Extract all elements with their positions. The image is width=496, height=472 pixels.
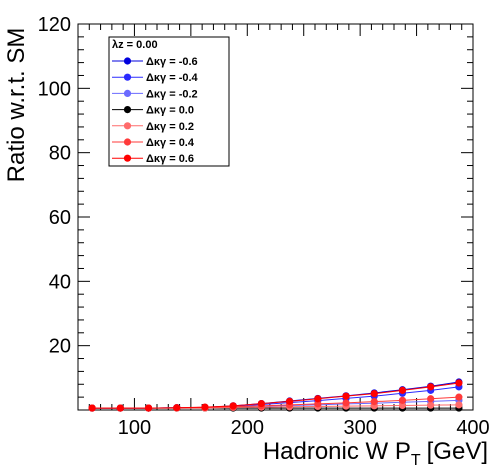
legend-label: Δκγ = 0.2: [146, 121, 194, 133]
data-point: [455, 379, 463, 387]
data-point: [398, 401, 407, 410]
data-point: [88, 404, 96, 412]
legend-marker: [123, 122, 132, 130]
x-tick-label: 300: [343, 417, 376, 439]
series-line: [92, 382, 459, 409]
legend-marker: [123, 154, 132, 162]
legend-marker: [123, 89, 132, 97]
data-point: [398, 396, 407, 404]
y-tick-label: 100: [38, 78, 71, 100]
legend-entry: Δκγ = 0.0: [112, 105, 194, 117]
legend-entry: Δκγ = -0.6: [112, 56, 198, 68]
series-6: [88, 379, 463, 412]
legend-entry: Δκγ = -0.2: [112, 88, 198, 100]
legend-label: Δκγ = 0.0: [146, 105, 194, 117]
data-point: [342, 392, 350, 400]
data-point: [370, 389, 378, 398]
x-axis-title: Hadronic W PT [GeV]: [263, 438, 488, 469]
legend-entries: Δκγ = -0.6 Δκγ = -0.4 Δκγ = -0.2 Δκγ = 0.0 Δ…: [112, 56, 199, 165]
data-point: [314, 400, 322, 408]
data-point: [370, 398, 378, 406]
legend-header: λz = 0.00: [112, 39, 158, 51]
legend: λz = 0.00 Δκγ = -0.6 Δκγ = -0.4 Δκγ = -0.2…: [108, 36, 230, 167]
data-point: [144, 404, 153, 412]
data-point: [229, 402, 237, 410]
legend-marker: [123, 138, 132, 146]
legend-entry: Δκγ = 0.4: [112, 137, 195, 149]
legend-entry: Δκγ = 0.6: [112, 153, 194, 165]
legend-label: Δκγ = -0.6: [146, 56, 198, 68]
legend-entry: Δκγ = 0.2: [112, 121, 194, 133]
x-tick-label: 400: [456, 417, 489, 439]
legend-label: Δκγ = 0.6: [146, 153, 194, 165]
x-tick-label: 200: [231, 417, 264, 439]
legend-marker: [123, 73, 132, 81]
data-point: [398, 386, 407, 394]
data-point: [427, 401, 435, 409]
y-tick-label: 60: [49, 207, 71, 229]
data-point: [455, 393, 463, 401]
data-point: [173, 404, 181, 412]
legend-label: Δκγ = -0.4: [146, 72, 199, 84]
y-axis-title: Ratio w.r.t. SM: [3, 28, 30, 183]
data-point: [342, 399, 350, 407]
y-tick-label: 80: [49, 143, 71, 165]
axis-ticks: 20 40 60 80 100 120 100 200 300 400: [38, 14, 490, 439]
legend-marker: [123, 106, 132, 114]
x-axis-title-main: Hadronic W P: [263, 438, 411, 465]
data-point: [116, 404, 124, 412]
legend-entry: Δκγ = -0.4: [112, 72, 199, 84]
data-point: [427, 395, 435, 403]
legend-marker: [123, 57, 132, 65]
series-2: [88, 396, 463, 412]
data-point: [257, 399, 265, 408]
x-tick-label: 100: [118, 417, 151, 439]
x-axis-title-unit: [GeV]: [427, 438, 488, 465]
y-tick-label: 40: [49, 271, 71, 293]
data-point: [314, 395, 322, 403]
y-tick-label: 120: [38, 14, 71, 36]
x-axis-title-subscript: T: [411, 452, 421, 469]
y-tick-label: 20: [49, 336, 71, 358]
series-layer: [88, 378, 463, 412]
legend-label: Δκγ = -0.2: [146, 88, 198, 100]
legend-label: Δκγ = 0.4: [146, 137, 195, 149]
data-point: [427, 383, 435, 391]
data-point: [286, 397, 294, 405]
data-point: [455, 401, 463, 409]
data-point: [201, 403, 209, 411]
